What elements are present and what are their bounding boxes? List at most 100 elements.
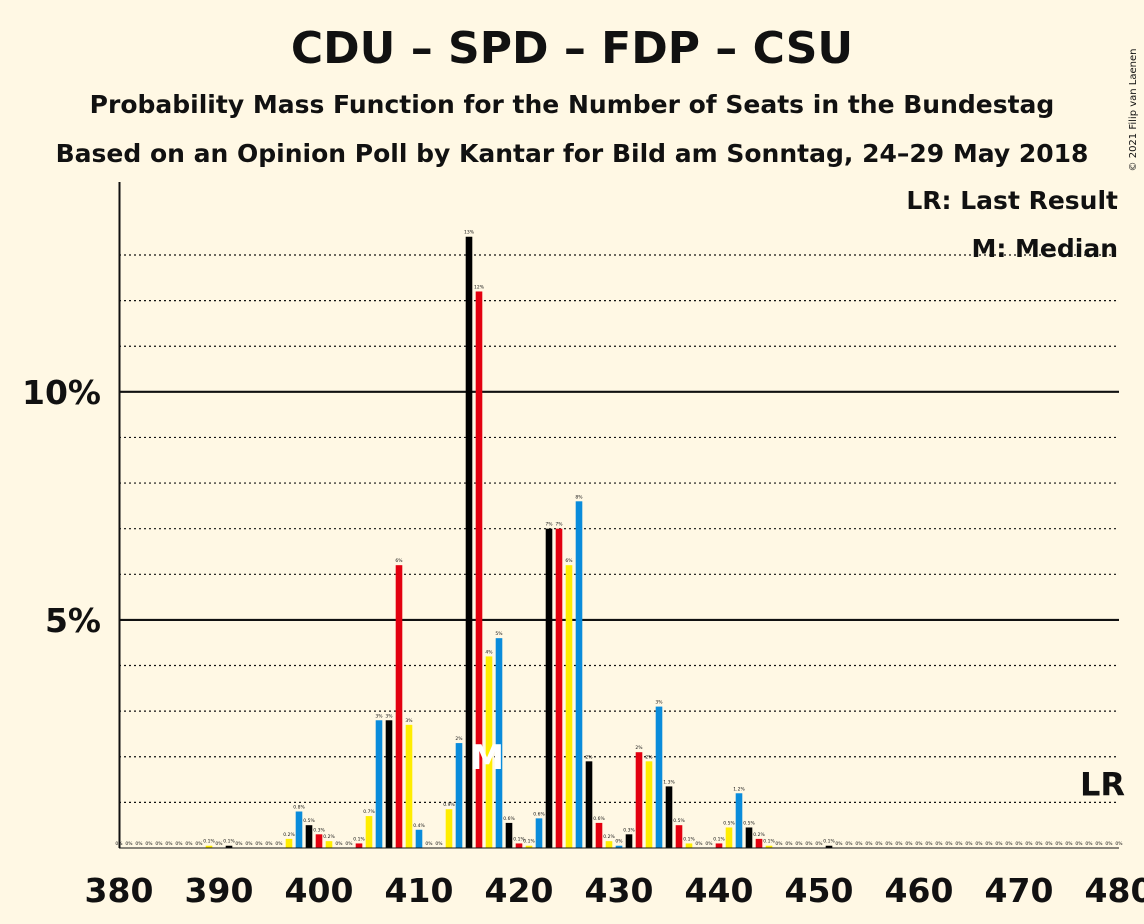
bar-label-seat-475: 0% xyxy=(1065,841,1073,847)
bar-seat-426 xyxy=(575,501,583,848)
x-tick-label-440: 440 xyxy=(685,871,754,910)
bar-label-seat-458: 0% xyxy=(895,841,903,847)
bar-label-seat-384: 0% xyxy=(155,841,163,847)
bar-label-seat-423: 7% xyxy=(545,522,553,528)
bar-seat-429 xyxy=(605,841,613,848)
bar-seat-409 xyxy=(405,724,413,848)
bar-label-seat-392: 0% xyxy=(235,841,243,847)
bar-label-seat-420: 0.1% xyxy=(513,836,525,842)
x-tick-label-400: 400 xyxy=(285,871,354,910)
bar-seat-406 xyxy=(375,720,383,848)
bar-label-seat-472: 0% xyxy=(1035,841,1043,847)
bar-label-seat-415: 13% xyxy=(464,230,475,236)
bar-label-seat-479: 0% xyxy=(1105,841,1113,847)
bar-seat-397 xyxy=(285,838,293,848)
legend-last-result: LR: Last Result xyxy=(906,186,1118,215)
bar-label-seat-390: 0% xyxy=(215,841,223,847)
bar-label-seat-464: 0% xyxy=(955,841,963,847)
y-tick-label-10: 10% xyxy=(22,373,101,412)
bar-seat-417 xyxy=(485,656,493,848)
bar-label-seat-465: 0% xyxy=(965,841,973,847)
bar-seat-434 xyxy=(655,706,663,848)
x-tick-label-470: 470 xyxy=(985,871,1054,910)
last-result-marker: LR xyxy=(1080,766,1125,804)
bar-seat-407 xyxy=(385,720,393,848)
bar-label-seat-416: 12% xyxy=(474,284,485,290)
bar-seat-414 xyxy=(455,743,463,848)
bar-label-seat-434: 3% xyxy=(655,700,663,706)
bar-label-seat-411: 0% xyxy=(425,841,433,847)
bar-label-seat-387: 0% xyxy=(185,841,193,847)
bar-seat-422 xyxy=(535,818,543,848)
bar-label-seat-410: 0.4% xyxy=(413,823,425,829)
x-tick-label-460: 460 xyxy=(885,871,954,910)
bar-label-seat-385: 0% xyxy=(165,841,173,847)
x-tick-label-390: 390 xyxy=(185,871,254,910)
bar-seat-389 xyxy=(205,845,213,848)
bar-label-seat-450: 0% xyxy=(815,841,823,847)
bar-label-seat-403: 0% xyxy=(345,841,353,847)
bar-label-seat-414: 2% xyxy=(455,736,463,742)
bar-seat-401 xyxy=(325,841,333,848)
x-tick-label-430: 430 xyxy=(585,871,654,910)
bar-seat-428 xyxy=(595,822,603,848)
bar-label-seat-443: 0.5% xyxy=(743,820,755,826)
bar-seat-427 xyxy=(585,761,593,848)
bar-seat-413 xyxy=(445,809,453,848)
bar-label-seat-446: 0% xyxy=(775,841,783,847)
bar-seat-405 xyxy=(365,816,373,848)
bar-seat-410 xyxy=(415,829,423,848)
bar-label-seat-383: 0% xyxy=(145,841,153,847)
bar-label-seat-460: 0% xyxy=(915,841,923,847)
bar-label-seat-438: 0% xyxy=(695,841,703,847)
bar-label-seat-436: 0.5% xyxy=(673,818,685,824)
bar-seat-416 xyxy=(475,291,483,848)
copyright-credit: © 2021 Filip van Laenen xyxy=(1128,49,1139,172)
bar-label-seat-401: 0.2% xyxy=(323,834,335,840)
median-marker: M xyxy=(470,738,504,778)
y-tick-label-5: 5% xyxy=(45,601,101,640)
bar-label-seat-467: 0% xyxy=(985,841,993,847)
bar-seat-424 xyxy=(555,528,563,848)
bar-label-seat-418: 5% xyxy=(495,631,503,637)
legend-median: M: Median xyxy=(971,234,1118,263)
bar-label-seat-477: 0% xyxy=(1085,841,1093,847)
bar-seat-400 xyxy=(315,834,323,848)
bar-label-seat-461: 0% xyxy=(925,841,933,847)
bar-label-seat-399: 0.5% xyxy=(303,818,315,824)
bar-label-seat-476: 0% xyxy=(1075,841,1083,847)
bar-label-seat-463: 0% xyxy=(945,841,953,847)
bar-label-seat-426: 8% xyxy=(575,494,583,500)
bar-label-seat-468: 0% xyxy=(995,841,1003,847)
x-tick-label-420: 420 xyxy=(485,871,554,910)
bar-seat-435 xyxy=(665,786,673,848)
bar-label-seat-457: 0% xyxy=(885,841,893,847)
bar-label-seat-449: 0% xyxy=(805,841,813,847)
bar-seat-431 xyxy=(625,834,633,848)
chart-title: CDU – SPD – FDP – CSU xyxy=(291,23,853,74)
bar-label-seat-421: 0.1% xyxy=(523,839,535,845)
bar-seat-418 xyxy=(495,638,503,848)
x-axis-tick-labels: 380 390 400 410 420 430 440 450 460 470 480 xyxy=(85,871,1144,910)
chart-subtitle: Probability Mass Function for the Number… xyxy=(90,90,1055,119)
bar-seat-399 xyxy=(305,825,313,848)
bar-label-seat-470: 0% xyxy=(1015,841,1023,847)
bar-label-seat-419: 0.6% xyxy=(503,816,515,822)
bar-label-seat-425: 6% xyxy=(565,558,573,564)
bar-label-seat-432: 2% xyxy=(635,745,643,751)
bar-label-seat-441: 0.5% xyxy=(723,820,735,826)
bar-label-seat-435: 1.3% xyxy=(663,779,675,785)
bar-label-seat-439: 0% xyxy=(705,841,713,847)
bar-seat-432 xyxy=(635,752,643,848)
bar-label-seat-437: 0.1% xyxy=(683,836,695,842)
bar-label-seat-433: 2% xyxy=(645,754,653,760)
bar-label-seat-422: 0.6% xyxy=(533,811,545,817)
bar-label-seat-478: 0% xyxy=(1095,841,1103,847)
x-tick-label-450: 450 xyxy=(785,871,854,910)
bar-label-seat-447: 0% xyxy=(785,841,793,847)
bar-seat-442 xyxy=(735,793,743,848)
bar-seat-451 xyxy=(825,845,833,848)
bar-seat-436 xyxy=(675,825,683,848)
bar-label-seat-404: 0.1% xyxy=(353,836,365,842)
bar-label-seat-430: 0% xyxy=(615,839,623,845)
